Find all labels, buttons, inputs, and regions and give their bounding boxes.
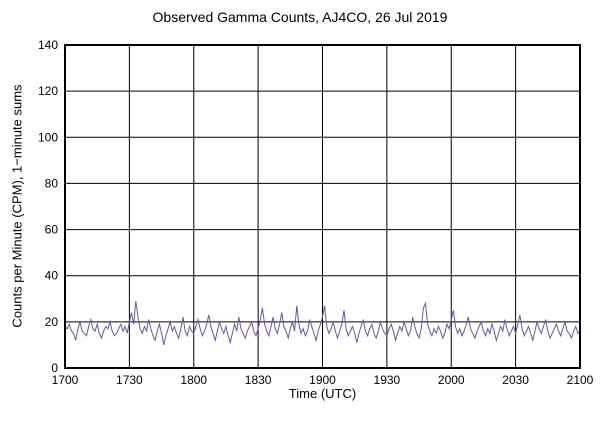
x-tick-label: 1700 (52, 373, 79, 387)
y-tick-label: 140 (38, 38, 58, 52)
x-tick-label: 1730 (116, 373, 143, 387)
y-axis-label: Counts per Minute (CPM), 1−minute sums (9, 84, 25, 328)
y-tick-label: 0 (51, 361, 58, 375)
x-axis-label: Time (UTC) (288, 386, 357, 401)
x-tick-label: 2000 (438, 373, 465, 387)
gamma-series-line (64, 301, 581, 346)
x-tick-label: 2100 (567, 373, 594, 387)
x-tick-label: 2030 (502, 373, 529, 387)
x-tick-label: 1830 (245, 373, 272, 387)
y-tick-label: 120 (38, 84, 58, 98)
y-tick-label: 40 (45, 269, 59, 283)
chart-title: Observed Gamma Counts, AJ4CO, 26 Jul 201… (152, 9, 448, 25)
y-tick-label: 60 (45, 223, 59, 237)
plot-border (64, 44, 581, 369)
x-tick-label: 1930 (374, 373, 401, 387)
x-tick-label: 1900 (309, 373, 336, 387)
x-tick-label: 1800 (180, 373, 207, 387)
y-tick-label: 100 (38, 130, 58, 144)
y-tick-label: 20 (45, 315, 59, 329)
y-tick-label: 80 (45, 176, 59, 190)
